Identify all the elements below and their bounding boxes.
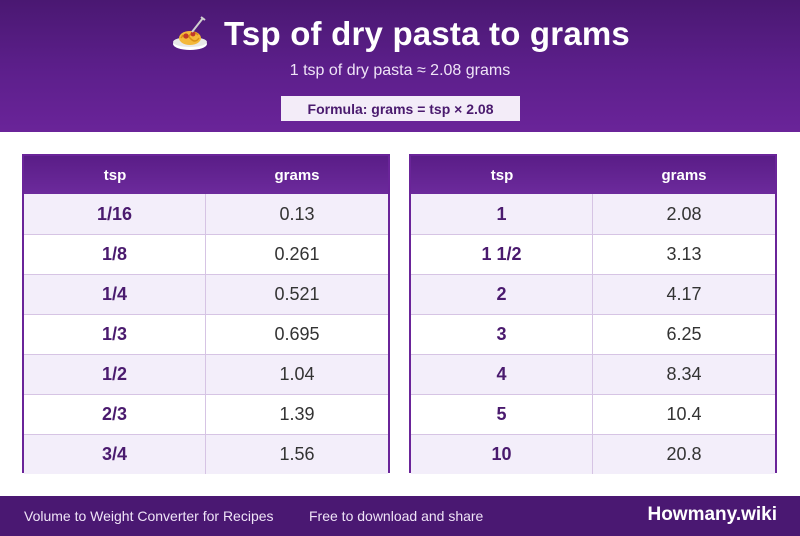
grams-cell: 20.8 bbox=[666, 444, 702, 464]
page-title-row: Tsp of dry pasta to grams bbox=[0, 14, 800, 54]
grams-cell: 0.261 bbox=[274, 244, 320, 264]
tsp-cell: 1 bbox=[411, 194, 593, 234]
footer-share-text: Free to download and share bbox=[309, 508, 484, 524]
spaghetti-icon bbox=[173, 16, 208, 50]
grams-cell: 6.25 bbox=[666, 324, 702, 344]
tsp-cell: 5 bbox=[411, 395, 593, 434]
tsp-cell: 1/2 bbox=[24, 355, 206, 394]
grams-cell: 1.56 bbox=[279, 444, 315, 464]
conversion-table-left: tsp grams 1/16 0.13 1/8 0.261 1/4 0.521 … bbox=[22, 154, 390, 474]
table-row: 3 6.25 bbox=[411, 314, 775, 354]
table-row: 5 10.4 bbox=[411, 394, 775, 434]
table-header: tsp grams bbox=[411, 156, 775, 194]
tsp-cell: 2/3 bbox=[24, 395, 206, 434]
tsp-cell: 1/16 bbox=[24, 194, 206, 234]
tsp-cell: 3/4 bbox=[24, 435, 206, 474]
grams-cell: 10.4 bbox=[666, 404, 702, 424]
table-row: 1 2.08 bbox=[411, 194, 775, 234]
grams-cell: 1.04 bbox=[279, 364, 315, 384]
page-title: Tsp of dry pasta to grams bbox=[224, 15, 630, 52]
formula-badge: Formula: grams = tsp × 2.08 bbox=[281, 96, 520, 121]
table-row: 3/4 1.56 bbox=[24, 434, 388, 474]
table-row: 1/2 1.04 bbox=[24, 354, 388, 394]
grams-cell: 8.34 bbox=[666, 364, 702, 384]
tsp-cell: 1/4 bbox=[24, 275, 206, 314]
tsp-cell: 4 bbox=[411, 355, 593, 394]
conversion-table-right: tsp grams 1 2.08 1 1/2 3.13 2 4.17 3 6.2… bbox=[409, 154, 777, 474]
table-row: 1/3 0.695 bbox=[24, 314, 388, 354]
grams-cell: 0.13 bbox=[279, 203, 315, 224]
tsp-cell: 10 bbox=[411, 435, 593, 474]
brand-logo-text[interactable]: Howmany.wiki bbox=[647, 504, 777, 525]
table-row: 1/4 0.521 bbox=[24, 274, 388, 314]
column-header-tsp: tsp bbox=[103, 166, 127, 184]
column-header-grams: grams bbox=[661, 166, 707, 184]
grams-cell: 0.521 bbox=[274, 284, 320, 304]
table-header: tsp grams bbox=[24, 156, 388, 194]
table-row: 1 1/2 3.13 bbox=[411, 234, 775, 274]
table-row: 2 4.17 bbox=[411, 274, 775, 314]
column-header-grams: grams bbox=[274, 166, 320, 184]
table-row: 10 20.8 bbox=[411, 434, 775, 474]
grams-cell: 3.13 bbox=[666, 244, 702, 264]
header-banner: Tsp of dry pasta to grams 1 tsp of dry p… bbox=[0, 0, 800, 132]
grams-cell: 2.08 bbox=[666, 203, 702, 224]
column-header-tsp: tsp bbox=[490, 166, 514, 184]
tsp-cell: 3 bbox=[411, 315, 593, 354]
grams-cell: 4.17 bbox=[666, 284, 702, 304]
grams-cell: 0.695 bbox=[274, 324, 320, 344]
conversion-subtitle: 1 tsp of dry pasta ≈ 2.08 grams bbox=[289, 62, 511, 79]
footer-converter-text: Volume to Weight Converter for Recipes bbox=[24, 508, 274, 524]
table-row: 1/16 0.13 bbox=[24, 194, 388, 234]
table-row: 2/3 1.39 bbox=[24, 394, 388, 434]
tsp-cell: 1 1/2 bbox=[411, 235, 593, 274]
grams-cell: 1.39 bbox=[279, 404, 315, 424]
tsp-cell: 2 bbox=[411, 275, 593, 314]
tsp-cell: 1/3 bbox=[24, 315, 206, 354]
table-row: 4 8.34 bbox=[411, 354, 775, 394]
tsp-cell: 1/8 bbox=[24, 235, 206, 274]
footer-bar: Volume to Weight Converter for Recipes F… bbox=[0, 496, 800, 536]
table-row: 1/8 0.261 bbox=[24, 234, 388, 274]
